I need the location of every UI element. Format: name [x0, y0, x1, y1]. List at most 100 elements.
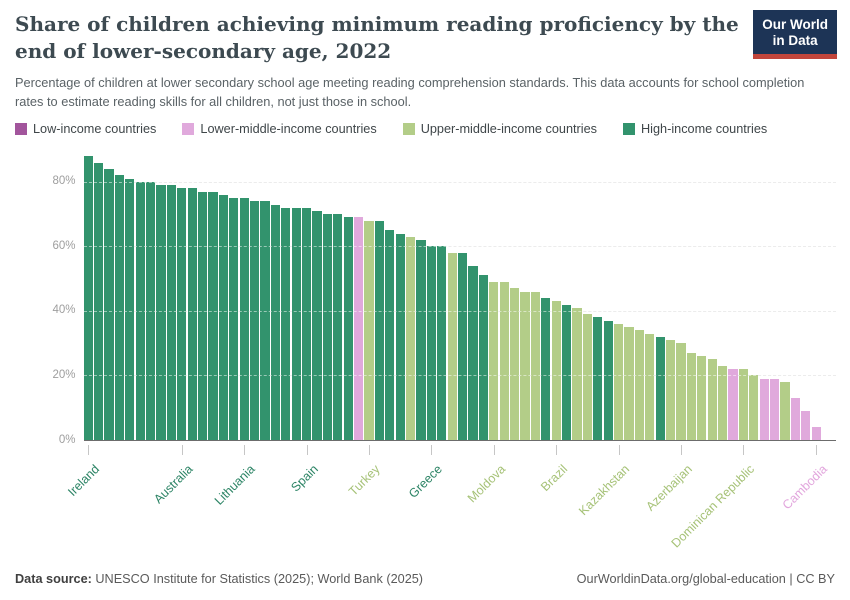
bar[interactable]	[676, 343, 686, 440]
bar[interactable]	[187, 188, 197, 440]
legend-swatch-umc	[402, 123, 415, 135]
bar[interactable]	[603, 320, 613, 440]
legend-item-umc[interactable]: Upper-middle-income countries	[402, 122, 597, 136]
bar[interactable]	[416, 239, 426, 440]
x-axis-label-lithuania: Lithuania	[212, 462, 259, 508]
bar[interactable]	[717, 365, 728, 440]
x-axis-label-kazakhstan: Kazakhstan	[576, 462, 633, 519]
bar[interactable]	[374, 220, 385, 440]
bar[interactable]	[738, 369, 749, 440]
bar[interactable]	[260, 201, 270, 440]
page-title: Share of children achieving minimum read…	[15, 12, 739, 63]
footer-source: Data source: UNESCO Institute for Statis…	[15, 572, 423, 586]
bar[interactable]	[499, 281, 509, 440]
bar[interactable]	[551, 301, 561, 440]
bar[interactable]	[385, 230, 395, 440]
y-axis-tick-label: 0%	[58, 433, 76, 446]
bar[interactable]	[312, 210, 322, 440]
bar[interactable]	[437, 246, 447, 440]
bar[interactable]	[530, 291, 541, 440]
bar[interactable]	[489, 281, 499, 440]
bar[interactable]	[457, 252, 468, 440]
bar[interactable]	[468, 265, 478, 440]
x-axis-tick	[88, 445, 90, 455]
bar[interactable]	[322, 214, 333, 440]
bar[interactable]	[634, 330, 645, 440]
legend-label: High-income countries	[641, 122, 768, 136]
bar[interactable]	[780, 381, 790, 440]
bar[interactable]	[801, 410, 811, 440]
bar[interactable]	[83, 156, 93, 440]
bar[interactable]	[249, 201, 260, 440]
x-axis-label-moldova: Moldova	[464, 462, 508, 506]
bar[interactable]	[520, 291, 530, 440]
bar[interactable]	[291, 207, 301, 440]
bar[interactable]	[624, 327, 634, 440]
legend-item-lic[interactable]: Low-income countries	[15, 122, 156, 136]
bar[interactable]	[728, 369, 738, 440]
x-axis-label-turkey: Turkey	[346, 462, 383, 499]
bar[interactable]	[655, 336, 665, 440]
bar[interactable]	[697, 356, 707, 440]
bar[interactable]	[686, 352, 697, 440]
bar[interactable]	[353, 217, 364, 440]
bar[interactable]	[749, 375, 759, 440]
bar[interactable]	[509, 288, 520, 440]
bar[interactable]	[665, 339, 676, 440]
footer-source-label: Data source:	[15, 572, 92, 586]
legend-item-hic[interactable]: High-income countries	[623, 122, 767, 136]
bar[interactable]	[593, 317, 603, 440]
bar[interactable]	[426, 246, 437, 440]
gridline-overlay	[83, 246, 836, 248]
gridline-overlay	[83, 181, 836, 183]
bar[interactable]	[561, 304, 572, 440]
bar[interactable]	[405, 236, 416, 440]
bar[interactable]	[93, 162, 104, 440]
bar[interactable]	[239, 198, 249, 440]
x-axis-tick	[431, 445, 433, 455]
bar[interactable]	[333, 214, 343, 440]
x-axis-tick	[556, 445, 558, 455]
bar[interactable]	[301, 207, 312, 440]
bar[interactable]	[582, 314, 593, 440]
bar[interactable]	[572, 307, 582, 440]
bar[interactable]	[104, 169, 114, 440]
owid-logo[interactable]: Our World in Data	[753, 10, 837, 60]
bar[interactable]	[613, 323, 624, 440]
bar[interactable]	[114, 175, 125, 440]
bar[interactable]	[125, 178, 135, 440]
x-axis-tick	[681, 445, 682, 455]
bar[interactable]	[281, 207, 291, 440]
x-axis-line	[83, 439, 836, 441]
bar[interactable]	[218, 194, 229, 440]
bar[interactable]	[270, 204, 281, 440]
y-axis-tick-label: 20%	[52, 368, 76, 381]
legend-swatch-hic	[623, 123, 635, 135]
bar[interactable]	[769, 378, 780, 440]
bar[interactable]	[790, 398, 801, 440]
bar[interactable]	[156, 185, 166, 440]
bar[interactable]	[541, 298, 551, 440]
x-axis-tick	[743, 445, 745, 455]
bar[interactable]	[478, 275, 489, 440]
bar[interactable]	[395, 233, 405, 440]
bar[interactable]	[177, 188, 187, 440]
bar[interactable]	[364, 220, 374, 440]
legend-label: Upper-middle-income countries	[420, 122, 597, 136]
bar[interactable]	[447, 252, 457, 440]
legend: Low-income countries Lower-middle-income …	[15, 122, 767, 136]
bar[interactable]	[166, 185, 177, 440]
bar[interactable]	[811, 427, 821, 440]
bar[interactable]	[707, 359, 717, 440]
x-axis-tick	[618, 445, 620, 455]
legend-item-lmc[interactable]: Lower-middle-income countries	[182, 122, 377, 136]
gridline-overlay	[83, 375, 836, 377]
bar[interactable]	[197, 191, 208, 440]
legend-swatch-lic	[15, 123, 27, 135]
bar[interactable]	[229, 198, 239, 440]
bar[interactable]	[759, 378, 769, 440]
bar[interactable]	[645, 333, 655, 440]
bar[interactable]	[343, 217, 353, 440]
bar[interactable]	[208, 191, 218, 440]
footer-license-link[interactable]: OurWorldinData.org/global-education | CC…	[576, 572, 835, 586]
